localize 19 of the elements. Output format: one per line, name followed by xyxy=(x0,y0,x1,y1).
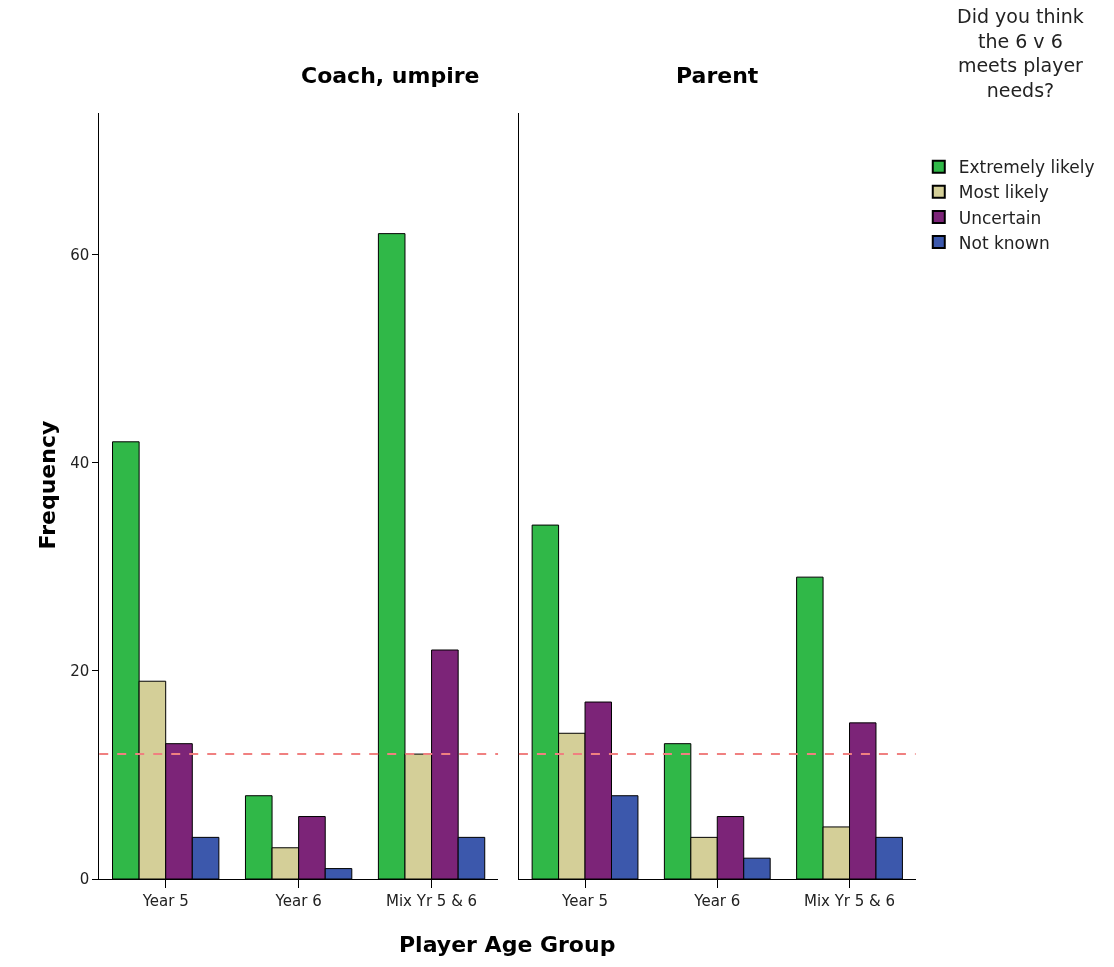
legend-label: Most likely xyxy=(958,182,1049,203)
y-tick-label: 20 xyxy=(70,662,90,681)
x-tick-label: Year 6 xyxy=(693,892,741,910)
legend-title: Did you think the 6 v 6 meets player needs? xyxy=(957,5,1084,102)
x-tick-label: Year 5 xyxy=(141,892,189,910)
y-axis-title: Frequency xyxy=(35,420,61,550)
legend-label: Not known xyxy=(958,232,1050,253)
chart-title: Coach, umpire xyxy=(301,63,480,88)
x-tick-label: Year 5 xyxy=(561,892,609,910)
x-tick-label: Mix Yr 5 & 6 xyxy=(803,892,896,910)
chart-title: Parent xyxy=(676,63,759,88)
legend-label: Extremely likely xyxy=(958,157,1095,178)
x-tick-label: Year 6 xyxy=(274,892,322,910)
y-tick-label: 40 xyxy=(70,453,90,472)
y-tick-label: 60 xyxy=(70,245,90,264)
x-axis-title: Player Age Group xyxy=(399,932,616,957)
x-tick-label: Mix Yr 5 & 6 xyxy=(385,892,478,910)
y-tick-label: 0 xyxy=(79,870,90,889)
legend-label: Uncertain xyxy=(958,207,1042,228)
